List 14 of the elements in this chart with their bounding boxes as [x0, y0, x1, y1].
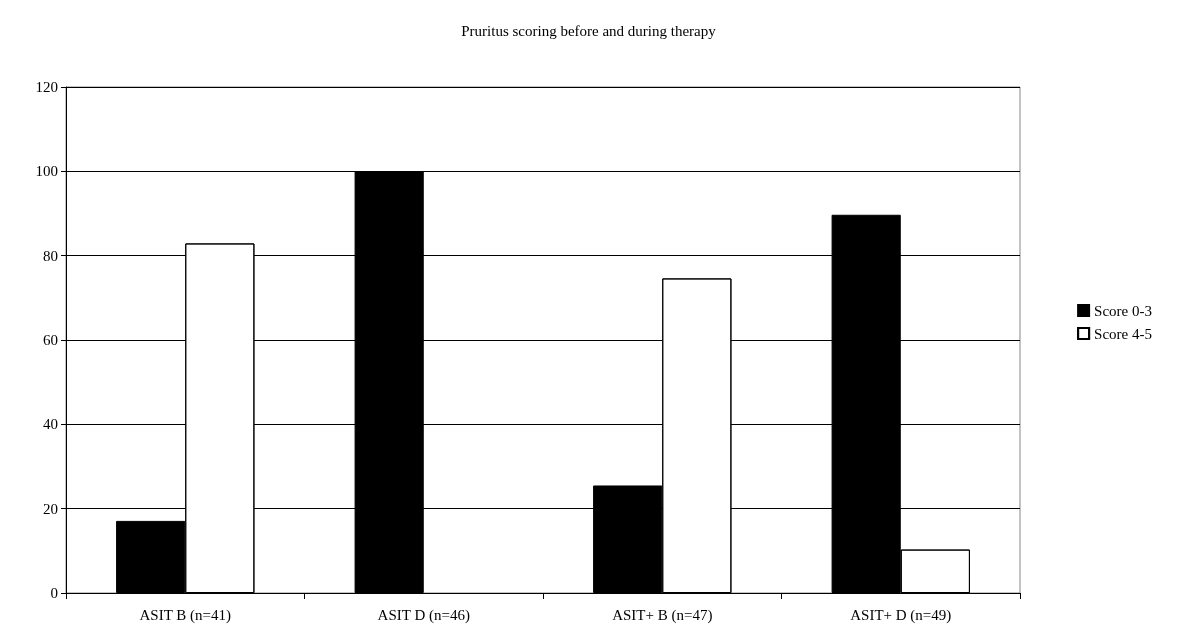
legend-label: Score 0-3: [1094, 302, 1153, 319]
x-tick-label: ASIT+ B (n=47): [612, 606, 713, 624]
y-tick-label: 40: [43, 416, 58, 433]
x-tick-label: ASIT+ D (n=49): [850, 606, 952, 624]
y-tick-label: 60: [43, 332, 58, 348]
legend-label: Score 4-5: [1094, 325, 1153, 342]
y-tick-label: 20: [43, 500, 58, 517]
y-tick-label: 80: [43, 247, 58, 264]
y-tick-label: 0: [50, 585, 58, 601]
x-tick-label: ASIT D (n=46): [377, 606, 470, 624]
chart-title: Pruritus scoring before and during therapy: [461, 22, 717, 39]
x-tick-label: ASIT B (n=41): [139, 606, 232, 624]
y-tick-label: 120: [35, 79, 58, 95]
y-tick-label: 100: [35, 163, 58, 180]
